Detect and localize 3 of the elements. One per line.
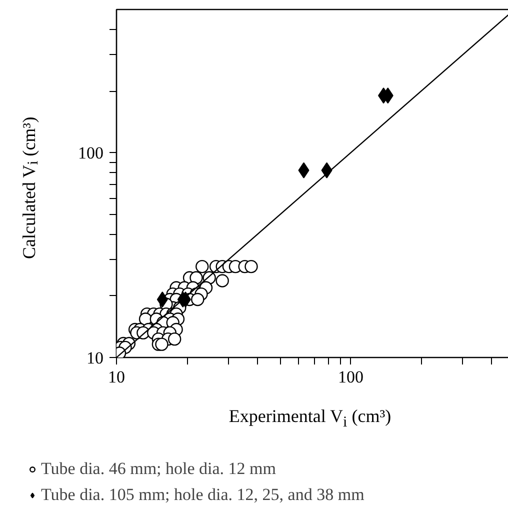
- legend-label: Tube dia. 46 mm; hole dia. 12 mm: [41, 459, 276, 479]
- legend-label: Tube dia. 105 mm; hole dia. 12, 25, and 38 mm: [41, 485, 364, 505]
- x-axis-title: Experimental V$_{i}$ (cm³): [228, 405, 392, 433]
